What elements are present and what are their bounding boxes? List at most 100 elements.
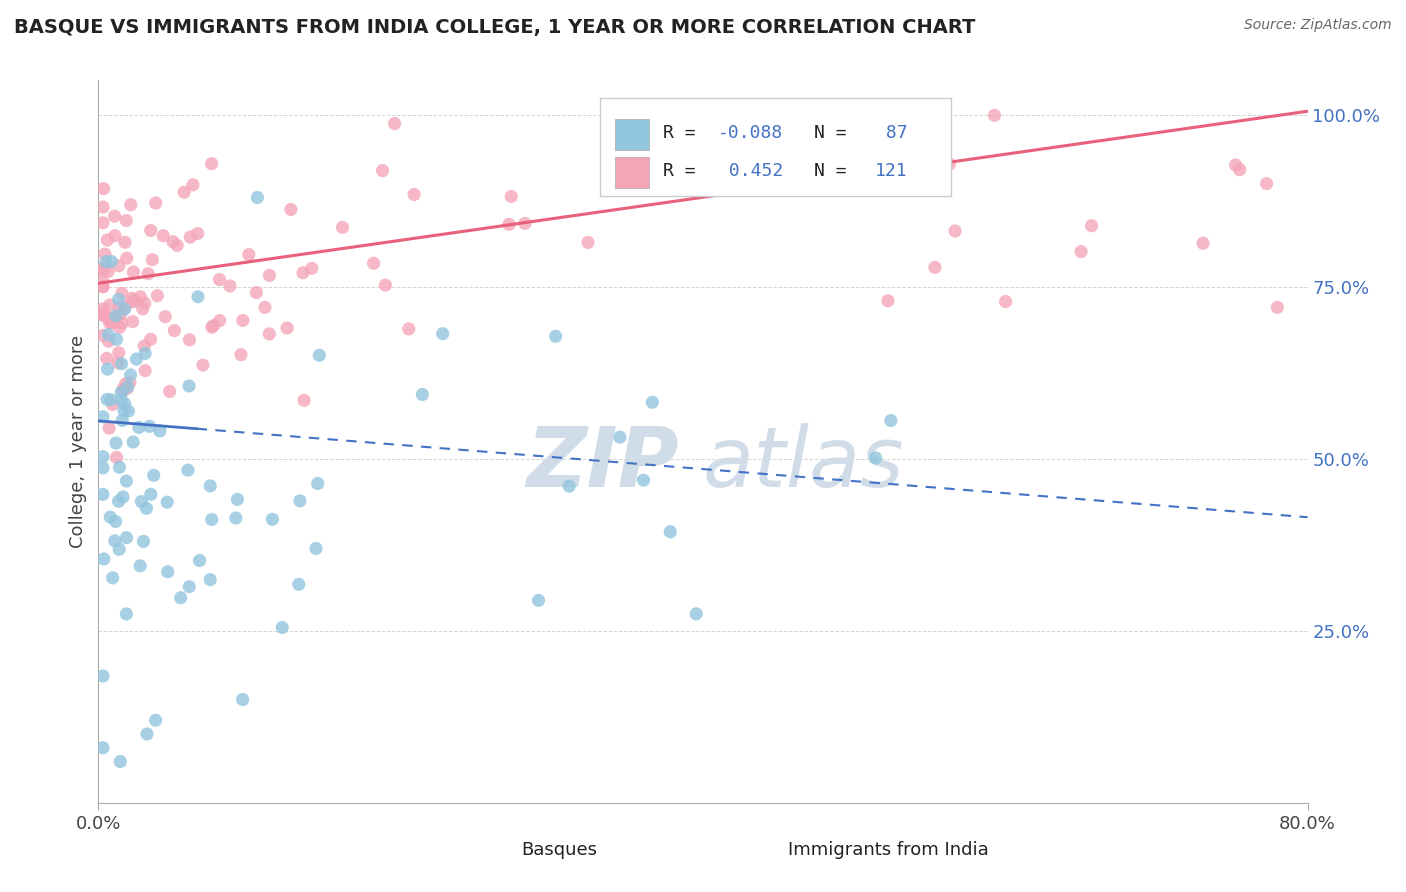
Point — [115, 607, 138, 621]
Point — [91, 262, 114, 277]
Point — [121, 291, 143, 305]
Point — [232, 313, 254, 327]
Point — [865, 450, 887, 465]
Point — [513, 217, 536, 231]
FancyBboxPatch shape — [751, 840, 778, 858]
Point — [271, 620, 294, 634]
Point — [114, 235, 136, 250]
Point — [111, 316, 134, 330]
Point — [262, 512, 284, 526]
Point — [181, 178, 204, 192]
Point — [131, 494, 153, 508]
Text: atlas: atlas — [703, 423, 904, 504]
Point — [129, 558, 152, 573]
Point — [938, 157, 960, 171]
Point — [177, 379, 200, 393]
Point — [91, 669, 114, 683]
Point — [139, 223, 162, 237]
Point — [104, 533, 127, 548]
Point — [187, 227, 209, 241]
Point — [245, 285, 267, 300]
Point — [232, 692, 254, 706]
Point — [115, 213, 138, 227]
Point — [292, 266, 315, 280]
Point — [159, 384, 181, 399]
Point — [132, 534, 155, 549]
Point — [107, 494, 129, 508]
Point — [924, 260, 946, 275]
FancyBboxPatch shape — [600, 98, 950, 196]
Point — [97, 264, 120, 278]
Point — [202, 318, 225, 333]
Point — [111, 413, 134, 427]
Point — [104, 515, 127, 529]
Point — [179, 230, 201, 244]
Point — [145, 713, 167, 727]
Point — [544, 329, 567, 343]
Point — [139, 332, 162, 346]
Point — [146, 289, 169, 303]
Point — [93, 552, 115, 566]
Point — [576, 235, 599, 250]
Point — [101, 571, 124, 585]
Text: 0.452: 0.452 — [717, 161, 783, 179]
Text: N =: N = — [814, 161, 858, 179]
Point — [156, 495, 179, 509]
Point — [91, 279, 114, 293]
Point — [877, 293, 900, 308]
Text: 121: 121 — [875, 161, 907, 179]
Point — [280, 202, 302, 217]
Point — [107, 345, 129, 359]
Point — [1225, 158, 1247, 172]
Text: Immigrants from India: Immigrants from India — [787, 841, 988, 859]
Point — [122, 435, 145, 450]
Point — [188, 553, 211, 567]
Point — [110, 385, 132, 400]
Point — [96, 362, 118, 376]
Point — [139, 487, 162, 501]
Text: N =: N = — [814, 124, 858, 142]
Point — [94, 254, 117, 268]
Point — [117, 380, 139, 394]
FancyBboxPatch shape — [614, 157, 648, 188]
Point — [641, 395, 664, 409]
Point — [229, 348, 252, 362]
Point — [633, 473, 655, 487]
Point — [91, 409, 114, 424]
Point — [117, 381, 139, 395]
Point — [112, 403, 135, 417]
Point — [880, 413, 903, 427]
Point — [122, 265, 145, 279]
Text: Source: ZipAtlas.com: Source: ZipAtlas.com — [1244, 18, 1392, 32]
Point — [101, 315, 124, 329]
Point — [112, 384, 135, 398]
Point — [155, 310, 177, 324]
FancyBboxPatch shape — [614, 120, 648, 151]
Point — [100, 316, 122, 330]
Point — [98, 298, 121, 312]
Point — [201, 320, 224, 334]
Y-axis label: College, 1 year or more: College, 1 year or more — [69, 335, 87, 548]
Point — [307, 476, 329, 491]
Point — [238, 247, 260, 261]
Point — [259, 326, 281, 341]
Point — [105, 436, 128, 450]
Point — [163, 324, 186, 338]
Point — [98, 421, 121, 435]
Point — [108, 259, 131, 273]
Point — [411, 387, 433, 401]
Point — [108, 301, 131, 315]
Text: ZIP: ZIP — [526, 423, 679, 504]
Point — [118, 376, 141, 390]
Point — [527, 593, 550, 607]
Point — [208, 272, 231, 286]
Point — [156, 565, 179, 579]
Point — [112, 382, 135, 396]
Point — [288, 577, 311, 591]
Point — [134, 363, 156, 377]
Point — [122, 294, 145, 309]
Point — [115, 474, 138, 488]
Point — [107, 293, 129, 307]
Point — [208, 313, 231, 327]
Point — [120, 368, 142, 382]
